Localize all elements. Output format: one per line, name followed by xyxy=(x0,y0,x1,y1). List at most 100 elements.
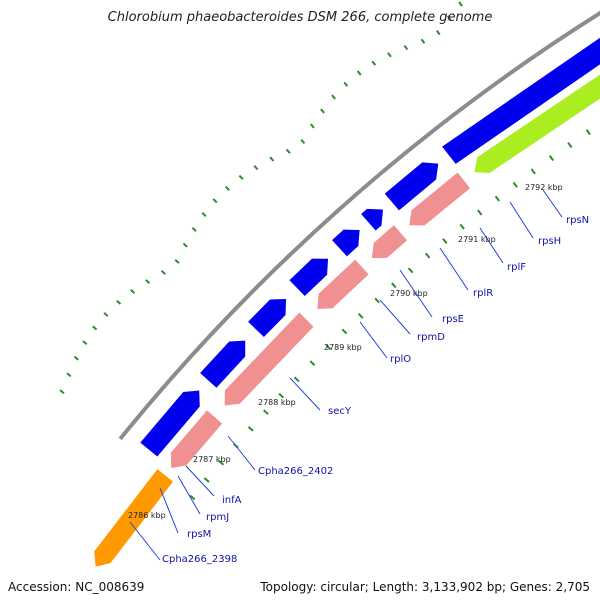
scale-ticks: 2786 kbp 2787 kbp 2788 kbp 2789 kbp 2790 kbp… xyxy=(128,183,563,520)
gene-label[interactable]: rpmD xyxy=(417,332,445,343)
gc-tick xyxy=(403,44,409,51)
gc-tick-inner xyxy=(477,209,483,216)
gc-tick-inner xyxy=(278,392,285,399)
gc-tick-inner xyxy=(203,477,210,483)
reverse-gene[interactable] xyxy=(317,259,369,309)
reverse-gene[interactable] xyxy=(371,225,408,259)
label-leader-line xyxy=(177,475,201,515)
label-leader-line xyxy=(129,521,161,561)
gc-tick xyxy=(420,38,426,44)
gc-tick-inner xyxy=(459,223,465,230)
map-title: Chlorobium phaeobacteroides DSM 266, com… xyxy=(107,10,493,25)
gene-label[interactable]: Cpha266_2402 xyxy=(258,466,333,477)
gc-skew-ticks xyxy=(59,1,591,501)
gene-labels[interactable]: Cpha266_2398 rpsM rpmJ infA Cpha266_2402 secY… xyxy=(129,189,589,565)
gc-tick-inner xyxy=(494,195,501,202)
gc-tick-inner xyxy=(530,168,536,175)
label-leader-line xyxy=(159,487,179,534)
gc-tick xyxy=(300,138,306,145)
gc-tick xyxy=(285,148,291,154)
label-leader-line xyxy=(359,321,388,359)
gc-tick xyxy=(66,372,72,378)
gene-label[interactable]: infA xyxy=(222,495,242,506)
label-leader-line xyxy=(542,189,563,218)
reverse-gene[interactable] xyxy=(224,312,314,406)
status-bar: Accession: NC_008639 Topology: circular;… xyxy=(0,576,600,600)
forward-gene[interactable] xyxy=(248,299,287,338)
gc-tick xyxy=(331,94,336,100)
accession-text: Accession: NC_008639 xyxy=(8,580,145,594)
scale-tick-label: 2790 kbp xyxy=(390,289,428,298)
gene-label[interactable]: rplR xyxy=(473,288,493,299)
forward-gene[interactable] xyxy=(289,258,329,297)
gc-tick-inner xyxy=(218,460,225,466)
forward-gene[interactable] xyxy=(442,6,600,164)
label-leader-line xyxy=(439,247,469,291)
gc-tick xyxy=(82,340,88,345)
gc-tick-inner xyxy=(189,494,196,501)
scale-tick-label: 2791 kbp xyxy=(458,235,496,244)
scale-tick-label: 2787 kbp xyxy=(193,455,231,464)
gc-tick xyxy=(387,52,392,58)
reverse-gene[interactable] xyxy=(409,172,471,226)
gc-tick xyxy=(446,15,452,21)
forward-gene[interactable] xyxy=(140,390,200,457)
genome-backbone xyxy=(118,10,600,441)
gc-tick xyxy=(59,389,65,395)
gc-tick xyxy=(145,279,151,284)
label-leader-line xyxy=(379,299,411,335)
gc-tick xyxy=(116,299,122,305)
gc-tick xyxy=(343,81,349,87)
label-leader-line xyxy=(289,377,321,411)
gene-label[interactable]: rpmJ xyxy=(206,512,229,523)
gene-label[interactable]: rpsN xyxy=(566,215,589,226)
gc-tick-inner xyxy=(442,238,448,244)
gc-tick-inner xyxy=(585,129,591,136)
scale-tick-label: 2788 kbp xyxy=(258,398,296,407)
gc-tick-inner xyxy=(512,181,518,188)
gene-label[interactable]: rpsH xyxy=(538,236,561,247)
gene-label[interactable]: Cpha266_2398 xyxy=(162,554,237,565)
highlighted-gene[interactable] xyxy=(474,21,600,174)
gene-track[interactable] xyxy=(94,0,600,567)
gc-tick-inner xyxy=(263,409,269,415)
gc-tick xyxy=(201,212,207,218)
forward-gene[interactable] xyxy=(332,229,360,257)
gc-tick-inner xyxy=(374,297,380,304)
gc-tick xyxy=(458,1,463,7)
label-leader-line xyxy=(479,227,504,264)
gene-label[interactable]: rpsM xyxy=(187,529,211,540)
gc-tick-inner xyxy=(309,360,316,366)
scale-tick-label: 2786 kbp xyxy=(128,511,166,520)
gc-tick xyxy=(174,259,180,264)
gc-tick xyxy=(269,156,275,162)
gene-label[interactable]: secY xyxy=(328,406,352,417)
label-leader-line xyxy=(185,465,215,497)
label-leader-line xyxy=(509,201,534,239)
label-leader-line xyxy=(399,269,433,318)
reverse-gene[interactable] xyxy=(170,410,223,468)
gc-tick-inner xyxy=(391,282,397,289)
gc-tick xyxy=(92,325,98,331)
forward-gene[interactable] xyxy=(361,208,384,231)
gene-label[interactable]: rplF xyxy=(507,262,526,273)
gc-tick xyxy=(356,70,362,76)
gc-tick-inner xyxy=(293,376,300,383)
gc-tick-inner xyxy=(325,344,332,351)
gc-tick-inner xyxy=(407,267,414,274)
gc-tick xyxy=(103,312,109,317)
forward-gene[interactable] xyxy=(384,162,439,211)
label-leader-line xyxy=(227,435,256,471)
gc-tick xyxy=(73,355,79,361)
gc-tick xyxy=(160,269,166,275)
gc-tick-inner xyxy=(357,313,364,319)
gc-tick-inner xyxy=(548,155,555,162)
topology-text: Topology: circular; Length: 3,133,902 bp… xyxy=(260,580,590,594)
gene-label[interactable]: rpsE xyxy=(442,314,464,325)
forward-gene[interactable] xyxy=(200,340,246,388)
rna-gene[interactable] xyxy=(94,469,173,567)
gene-label[interactable]: rplO xyxy=(390,354,411,365)
gc-tick xyxy=(238,174,244,180)
gc-tick xyxy=(371,60,377,66)
